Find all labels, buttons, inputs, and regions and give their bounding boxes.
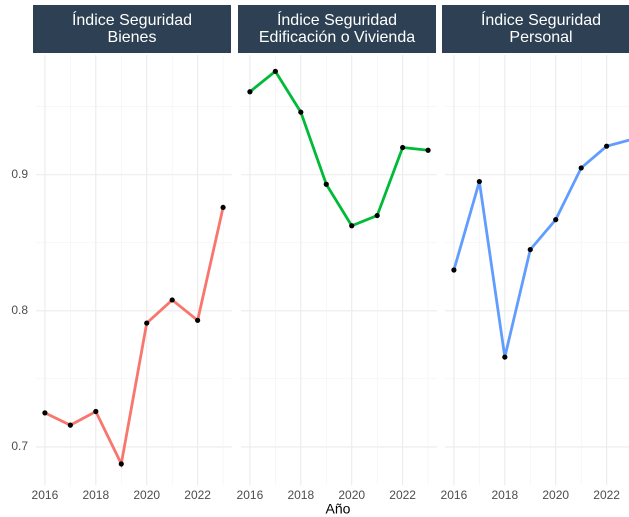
line (44, 207, 225, 469)
facet-strip: Índice Seguridad Personal (442, 5, 629, 53)
y-tick-label: 0.7 (11, 439, 28, 453)
point (42, 410, 48, 416)
x-tick-label: 2022 (389, 488, 416, 502)
line (249, 69, 429, 228)
point (349, 223, 355, 229)
x-tick-label: 2022 (593, 488, 620, 502)
line (452, 138, 629, 358)
y-tick-label: 0.9 (11, 167, 28, 181)
facet-strip: Índice Seguridad Bienes (33, 5, 231, 53)
point (272, 68, 278, 74)
point (169, 297, 175, 303)
facet-strip: Índice Seguridad Edificación o Vivienda (238, 5, 436, 53)
x-tick-label: 2016 (441, 488, 468, 502)
x-tick-label: 2018 (82, 488, 109, 502)
x-tick-label: 2016 (237, 488, 264, 502)
x-tick-label: 2020 (542, 488, 569, 502)
point (578, 165, 584, 171)
point (502, 354, 508, 360)
point (247, 89, 253, 95)
x-tick-label: 2020 (338, 488, 365, 502)
point (298, 109, 304, 115)
point (400, 144, 406, 151)
x-tick-label: 2018 (491, 488, 518, 502)
point (93, 408, 99, 415)
point (425, 147, 431, 153)
point (67, 422, 73, 428)
point (374, 212, 380, 219)
point (195, 317, 201, 323)
x-tick-label: 2020 (133, 488, 160, 502)
point (451, 267, 457, 273)
point (553, 217, 559, 223)
x-tick-label: 2018 (287, 488, 314, 502)
x-tick-label: 2016 (32, 488, 59, 502)
point (323, 181, 329, 187)
point (118, 461, 124, 467)
point (220, 204, 226, 211)
point (476, 178, 482, 185)
point (144, 320, 150, 326)
x-tick-label: 2022 (184, 488, 211, 502)
point (604, 143, 610, 149)
point (527, 246, 533, 253)
y-tick-label: 0.8 (11, 303, 28, 317)
x-axis-label: Año (326, 501, 351, 517)
